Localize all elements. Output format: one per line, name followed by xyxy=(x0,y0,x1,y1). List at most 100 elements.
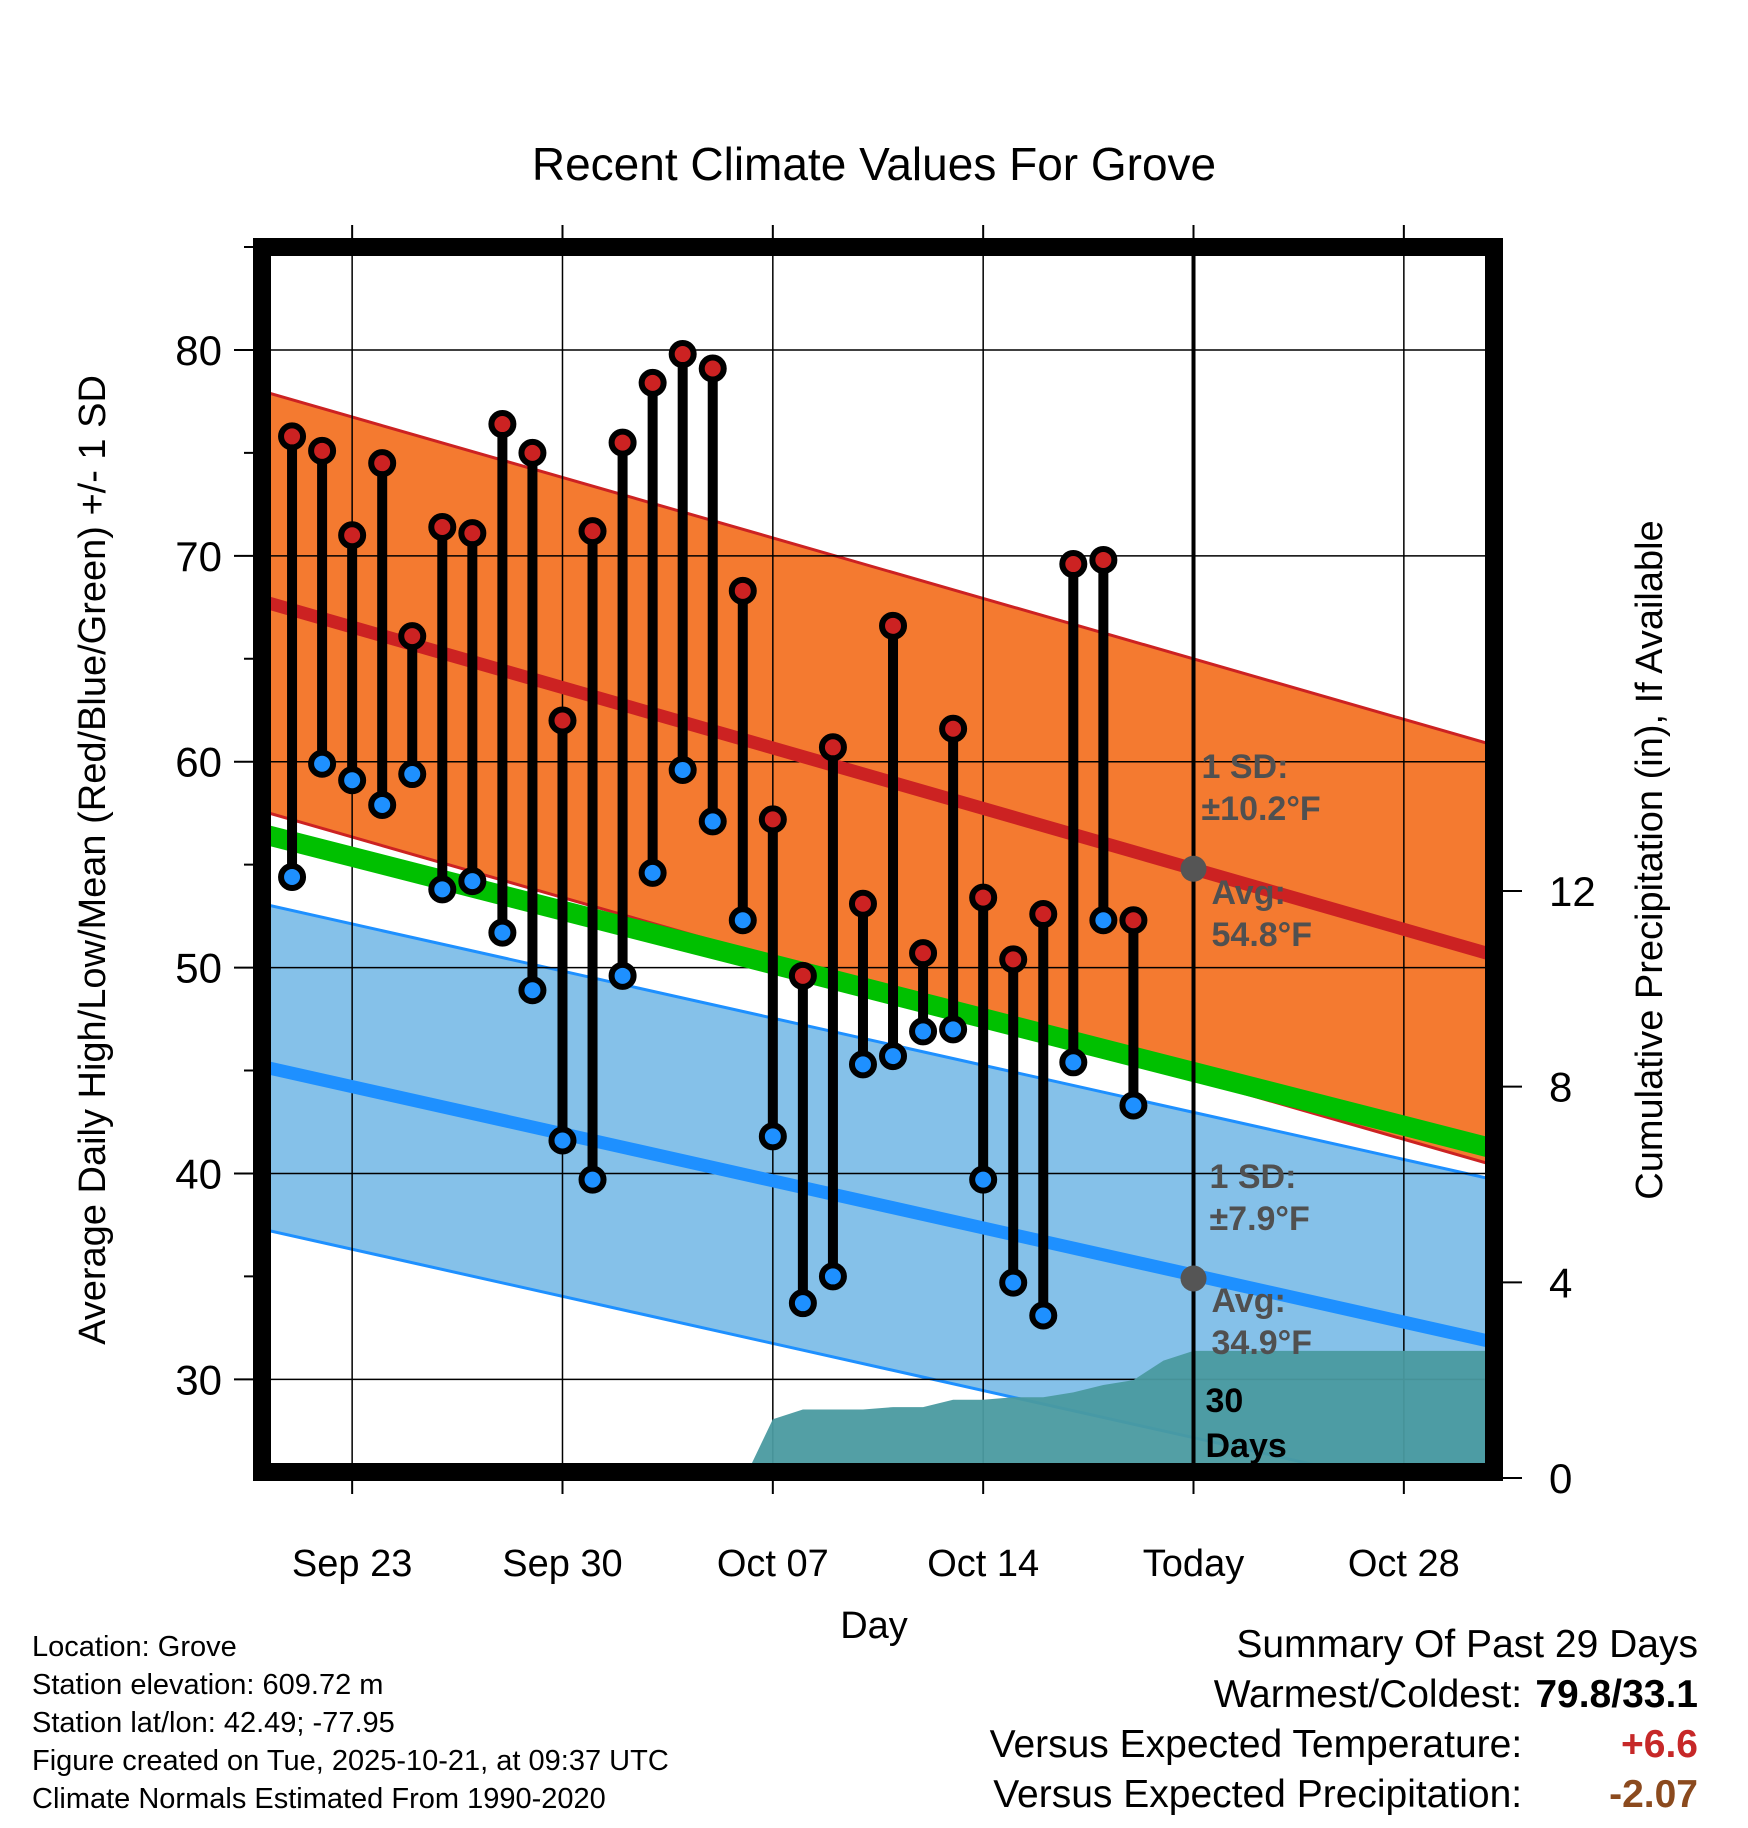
daily-high-point xyxy=(488,410,517,439)
low-sd-value: ±7.9°F xyxy=(1210,1200,1310,1238)
y-tick-label: 70 xyxy=(175,533,222,580)
daily-low-point xyxy=(578,1165,607,1194)
x-tick-label: Oct 14 xyxy=(927,1543,1039,1585)
daily-low-point xyxy=(999,1268,1028,1297)
daily-high-point xyxy=(578,517,607,546)
y-right-tick-label: 4 xyxy=(1549,1259,1572,1306)
axes: 30 40 50 60 70 80 0 4 8 12 Sep 23 Sep 30 Oct 07 Oct 1… xyxy=(175,225,1596,1585)
daily-low-point xyxy=(1119,1091,1148,1120)
temp-deviation-label: Versus Expected Temperature: xyxy=(989,1723,1523,1766)
daily-low-point xyxy=(608,961,637,990)
daily-low-point xyxy=(1029,1301,1058,1330)
summary-warmest-row: Warmest/Coldest: 79.8/33.1 xyxy=(990,1670,1698,1720)
y-tick-label: 30 xyxy=(175,1356,222,1403)
daily-high-point xyxy=(1059,550,1088,579)
low-avg-value: 34.9°F xyxy=(1212,1324,1313,1362)
daily-high-point xyxy=(1029,900,1058,929)
daily-high-point xyxy=(608,428,637,457)
summary-temp-row: Versus Expected Temperature: +6.6 xyxy=(990,1720,1698,1770)
y-right-tick-label: 8 xyxy=(1549,1064,1572,1111)
daily-high-point xyxy=(848,889,877,918)
daily-low-point xyxy=(398,760,427,789)
daily-high-point xyxy=(969,883,998,912)
station-latlon: Station lat/lon: 42.49; -77.95 xyxy=(32,1707,395,1739)
daily-low-point xyxy=(758,1122,787,1151)
y-tick-label: 40 xyxy=(175,1150,222,1197)
annotations: 1 SD: ±10.2°F Avg: 54.8°F 1 SD: ±7.9°F Avg: 34.… xyxy=(1180,748,1321,1465)
y-axis-right-label: Cumulative Precipitation (in), If Availa… xyxy=(1629,520,1671,1199)
station-info: Location: Grove Station elevation: 609.7… xyxy=(32,1628,669,1818)
daily-high-point xyxy=(879,611,908,640)
station-elevation: Station elevation: 609.72 m xyxy=(32,1669,384,1701)
y-tick-label: 80 xyxy=(175,327,222,374)
daily-low-point xyxy=(939,1015,968,1044)
daily-high-point xyxy=(1089,545,1118,574)
station-location: Location: Grove xyxy=(32,1631,237,1663)
daily-high-point xyxy=(698,354,727,383)
x-tick-label: Oct 28 xyxy=(1348,1543,1460,1585)
daily-high-point xyxy=(398,622,427,651)
daily-high-point xyxy=(428,513,457,541)
daily-high-point xyxy=(999,945,1028,974)
daily-high-point xyxy=(1119,906,1148,935)
x-tick-label: Sep 23 xyxy=(292,1543,412,1585)
chart-title: Recent Climate Values For Grove xyxy=(532,138,1216,190)
daily-high-point xyxy=(458,519,487,548)
daily-high-point xyxy=(818,733,847,762)
y-tick-label: 60 xyxy=(175,739,222,786)
x-tick-label: Today xyxy=(1143,1543,1244,1585)
normal-low-line xyxy=(262,1060,1494,1349)
daily-high-point xyxy=(728,576,757,605)
daily-observations xyxy=(278,247,1196,1472)
y-right-tick-label: 12 xyxy=(1549,868,1596,915)
daily-low-point xyxy=(428,875,457,904)
daily-high-point xyxy=(518,438,547,467)
daily-low-point xyxy=(548,1126,577,1155)
daily-low-point xyxy=(848,1050,877,1079)
daily-low-point xyxy=(368,790,397,819)
summary-precip-row: Versus Expected Precipitation: -2.07 xyxy=(990,1770,1698,1820)
precip-deviation-label: Versus Expected Precipitation: xyxy=(993,1773,1523,1816)
x-tick-label: Oct 07 xyxy=(717,1543,829,1585)
daily-low-point xyxy=(668,755,697,784)
warmest-label: Warmest/Coldest: xyxy=(1213,1673,1523,1716)
high-sd-label: 1 SD: xyxy=(1202,748,1289,786)
daily-high-point xyxy=(638,368,667,397)
daily-high-point xyxy=(278,422,307,451)
today-normal-high-marker xyxy=(1180,855,1207,882)
plot-frame xyxy=(253,238,1503,1481)
daily-low-point xyxy=(338,766,367,795)
figure-created: Figure created on Tue, 2025-10-21, at 09… xyxy=(32,1745,669,1777)
daily-low-point xyxy=(698,807,727,836)
daily-low-point xyxy=(788,1289,817,1318)
daily-low-point xyxy=(638,858,667,887)
x-tick-label: Sep 30 xyxy=(502,1543,622,1585)
daily-high-point xyxy=(368,449,397,478)
daily-low-point xyxy=(909,1017,938,1046)
high-avg-value: 54.8°F xyxy=(1212,916,1313,954)
summary-title: Summary Of Past 29 Days xyxy=(1236,1623,1698,1666)
daily-low-point xyxy=(458,867,487,896)
daily-low-point xyxy=(1059,1048,1088,1077)
y-right-tick-label: 0 xyxy=(1549,1455,1572,1502)
daily-low-point xyxy=(1089,906,1118,935)
daily-low-point xyxy=(879,1042,908,1071)
warmest-value: 79.8/33.1 xyxy=(1535,1673,1698,1716)
today-normal-low-marker xyxy=(1180,1265,1207,1292)
daily-high-point xyxy=(909,939,938,968)
high-avg-label: Avg: xyxy=(1212,874,1286,912)
days-label-text: Days xyxy=(1206,1427,1287,1465)
daily-high-point xyxy=(939,714,968,743)
daily-high-point xyxy=(308,436,337,465)
daily-low-point xyxy=(728,906,757,935)
daily-low-point xyxy=(488,918,517,947)
daily-high-point xyxy=(668,340,697,369)
precip-deviation-value: -2.07 xyxy=(1609,1773,1698,1816)
daily-high-point xyxy=(338,521,367,550)
y-axis-label: Average Daily High/Low/Mean (Red/Blue/Gr… xyxy=(72,375,114,1345)
daily-high-point xyxy=(758,805,787,834)
summary-panel: Summary Of Past 29 Days Warmest/Coldest:… xyxy=(990,1620,1698,1820)
precip-area xyxy=(394,1350,1494,1472)
normal-high-line xyxy=(262,594,1494,962)
